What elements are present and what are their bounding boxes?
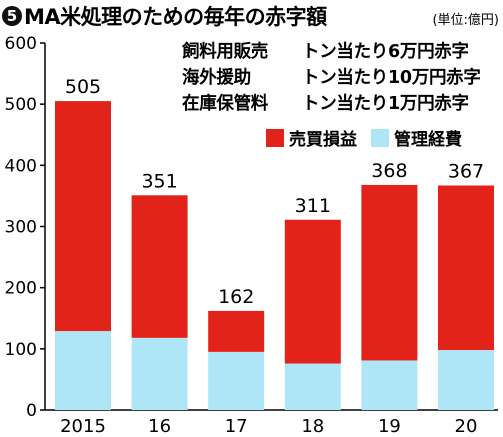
x-tick-label: 20 [455,416,478,437]
bar-segment-management-cost [438,350,494,410]
legend-swatch-management-cost [371,128,389,147]
bar-segment-trading-loss [284,219,341,364]
bar-segment-trading-loss [438,185,494,351]
x-tick-label: 18 [301,416,324,437]
note-row: 飼料用販売 トン当たり6万円赤字 [182,38,469,63]
figure-number-badge: 5 [2,6,22,26]
bar-segment-trading-loss [55,101,111,332]
y-tick-label: 200 [5,279,37,299]
bar-total-label: 505 [65,76,101,98]
x-tick-label: 16 [148,416,171,437]
bar-segment-management-cost [361,360,418,410]
y-tick-label: 300 [5,218,37,238]
note-name: 海外援助 [182,68,251,88]
note-value: トン当たり6万円赤字 [302,42,469,62]
note-box: 飼料用販売 トン当たり6万円赤字 海外援助 トン当たり10万円赤字 在庫保管料 … [174,35,494,117]
note-name: 在庫保管料 [182,94,268,114]
legend-label-management-cost: 管理経費 [394,130,462,150]
bar-segment-management-cost [55,331,111,410]
bar-total-label: 162 [218,286,254,308]
x-tick-label: 2015 [60,416,106,437]
bar-total-label: 367 [448,161,484,183]
unit-label: (単位:億円) [432,13,499,28]
bar-segment-management-cost [131,337,188,410]
bar-total-label: 311 [295,195,331,217]
legend-label-trading-loss: 売買損益 [289,130,357,150]
x-tick-label: 17 [225,416,248,437]
note-value: トン当たり10万円赤字 [302,68,481,88]
y-tick-label: 400 [5,156,37,176]
note-row: 海外援助 トン当たり10万円赤字 [182,64,481,89]
legend-swatch-trading-loss [266,128,284,147]
bar-segment-management-cost [284,363,341,410]
note-name: 飼料用販売 [182,42,268,62]
x-tick-label: 19 [378,416,401,437]
bar-segment-trading-loss [131,195,188,338]
bar-segment-trading-loss [361,184,418,361]
legend: 売買損益 管理経費 [266,125,476,150]
note-row: 在庫保管料 トン当たり1万円赤字 [182,90,469,115]
y-tick-label: 600 [5,34,37,54]
bar-total-label: 368 [371,160,407,182]
y-tick-label: 100 [5,340,37,360]
y-tick-label: 500 [5,95,37,115]
bar-total-label: 351 [141,170,177,192]
chart-title: 5 MA米処理のための毎年の赤字額 [2,2,327,30]
y-tick-label: 0 [26,401,37,421]
note-value: トン当たり1万円赤字 [302,94,469,114]
bar-segment-management-cost [208,351,265,410]
title-text: MA米処理のための毎年の赤字額 [24,5,327,29]
bar-segment-trading-loss [208,310,265,352]
